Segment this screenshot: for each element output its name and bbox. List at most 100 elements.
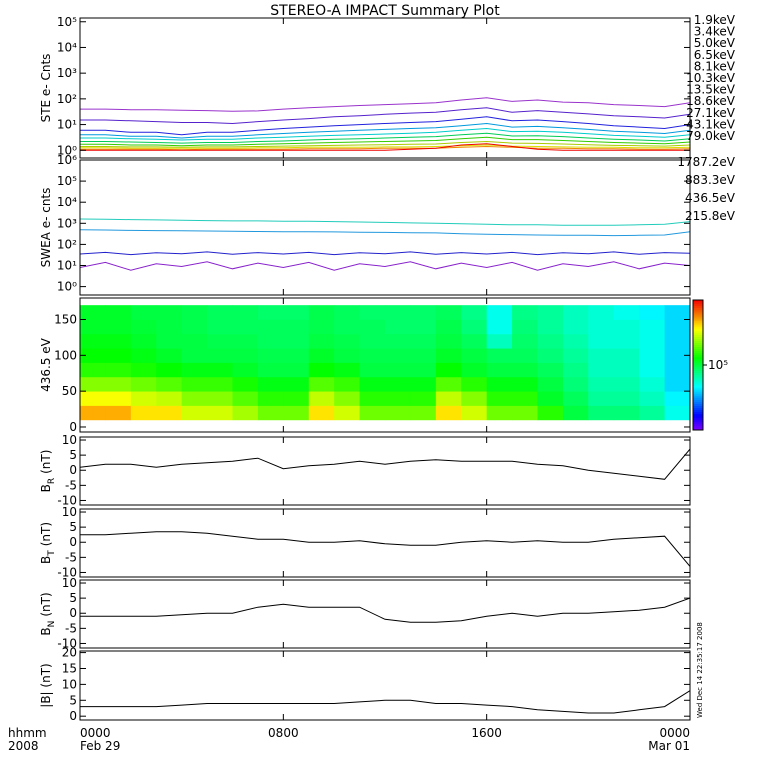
y-tick-label: 10⁰ <box>57 143 77 157</box>
colorbar-step <box>693 365 703 368</box>
spectrogram-cell <box>359 405 386 421</box>
spectrogram-cell <box>334 362 360 378</box>
colorbar-step <box>693 358 703 362</box>
data-line <box>80 229 690 237</box>
spectrogram-cell <box>664 391 690 406</box>
legend-entry: 436.5eV <box>685 191 736 205</box>
spectrogram-cell <box>512 305 538 320</box>
spectrogram-cell <box>359 362 386 378</box>
y-tick-label: 10³ <box>57 216 77 230</box>
spectrogram-cell <box>232 305 259 320</box>
spectrogram-cell <box>80 362 106 378</box>
spectrogram-cell <box>308 362 335 378</box>
legend-entry: 883.3eV <box>685 173 736 187</box>
colorbar-step <box>693 354 703 358</box>
panel-plot <box>80 597 690 623</box>
panel-frame <box>79 159 691 296</box>
data-line <box>80 127 690 141</box>
panel-plot <box>80 690 690 714</box>
colorbar-step <box>693 397 703 400</box>
colorbar-step <box>693 421 703 425</box>
spectrogram-cell <box>512 405 538 421</box>
spectrogram-cell <box>156 362 183 378</box>
spectrogram-cell <box>130 391 157 406</box>
y-axis-label-main: 436.5 eV <box>39 337 53 392</box>
spectrogram-cell <box>461 362 488 378</box>
colorbar-step <box>693 391 703 394</box>
spectrogram-cell <box>359 391 386 406</box>
spectrogram-cell <box>283 391 310 406</box>
colorbar-step <box>693 318 703 321</box>
y-tick-label: 0 <box>69 535 77 549</box>
colorbar-step <box>693 330 703 333</box>
spectrogram-cell <box>156 405 183 421</box>
spectrogram-cell <box>639 333 665 349</box>
spectrogram-cell <box>156 319 183 335</box>
spectrogram-cell <box>639 405 665 421</box>
spectrogram-cell <box>105 305 132 320</box>
spectrogram-cell <box>537 391 564 406</box>
y-axis-label: BT (nT) <box>39 522 57 564</box>
y-axis-label-main: B <box>39 627 53 635</box>
year-label: 2008 <box>8 739 39 753</box>
spectrogram-cell <box>588 362 615 378</box>
spectrogram-cell <box>156 391 183 406</box>
y-tick-label: 10¹ <box>57 118 77 132</box>
y-axis-label-main: STE e- Cnts <box>39 54 53 123</box>
y-axis-label-unit: (nT) <box>39 450 53 474</box>
legend-entry: 6.5keV <box>694 48 736 62</box>
spectrogram-cell <box>639 376 665 392</box>
colorbar-step <box>693 350 703 354</box>
spectrogram-cell <box>486 333 513 349</box>
spectrogram-cell <box>613 362 640 378</box>
date-label: Feb 29 <box>80 739 120 753</box>
panel-plot <box>80 218 690 271</box>
spectrogram-cell <box>664 305 690 320</box>
colorbar-step <box>693 310 703 313</box>
spectrogram-cell <box>461 333 488 349</box>
spectrogram-cell <box>588 391 615 406</box>
spectrogram-cell <box>588 376 615 392</box>
panel-frame <box>79 508 691 578</box>
spectrogram-cell <box>461 319 488 335</box>
spectrogram-cell <box>105 376 132 392</box>
spectrogram-cell <box>181 376 208 392</box>
y-tick-label: 10² <box>57 92 77 106</box>
spectrogram-cell <box>664 333 690 349</box>
spectrogram-cell <box>461 376 488 392</box>
spectrogram-cell <box>385 405 411 421</box>
spectrogram-cell <box>207 391 233 406</box>
spectrogram-cell <box>130 348 157 363</box>
colorbar-step <box>693 409 703 413</box>
spectrogram-cell <box>410 376 437 392</box>
panel-frame <box>79 17 691 159</box>
spectrogram-cell <box>486 376 513 392</box>
panel-frame <box>79 579 691 649</box>
data-line <box>80 140 690 148</box>
spectrogram-cell <box>308 319 335 335</box>
spectrogram-cell <box>207 305 233 320</box>
spectrogram-cell <box>435 348 462 363</box>
colorbar-step <box>693 334 703 337</box>
colorbar-step <box>693 389 703 392</box>
spectrogram-cell <box>435 391 462 406</box>
spectrogram-cell <box>435 362 462 378</box>
data-line <box>80 251 690 256</box>
spectrogram-cell <box>207 376 233 392</box>
spectrogram-cell <box>334 405 360 421</box>
spectrogram-cell <box>232 333 259 349</box>
spectrogram-cell <box>385 333 411 349</box>
y-axis-label-unit: (nT) <box>39 592 53 616</box>
spectrogram-cell <box>334 305 360 320</box>
spectrogram-cell <box>232 362 259 378</box>
spectrogram-cell <box>181 333 208 349</box>
spectrogram-cell <box>80 348 106 363</box>
spectrogram-cell <box>257 333 284 349</box>
legend-entry: 3.4keV <box>694 25 736 39</box>
x-tick-label: 0000 <box>659 726 690 740</box>
spectrogram-cell <box>562 391 589 406</box>
spectrogram-cell <box>181 319 208 335</box>
spectrogram-cell <box>435 305 462 320</box>
y-tick-label: -10 <box>57 636 77 650</box>
spectrogram-cell <box>537 348 564 363</box>
